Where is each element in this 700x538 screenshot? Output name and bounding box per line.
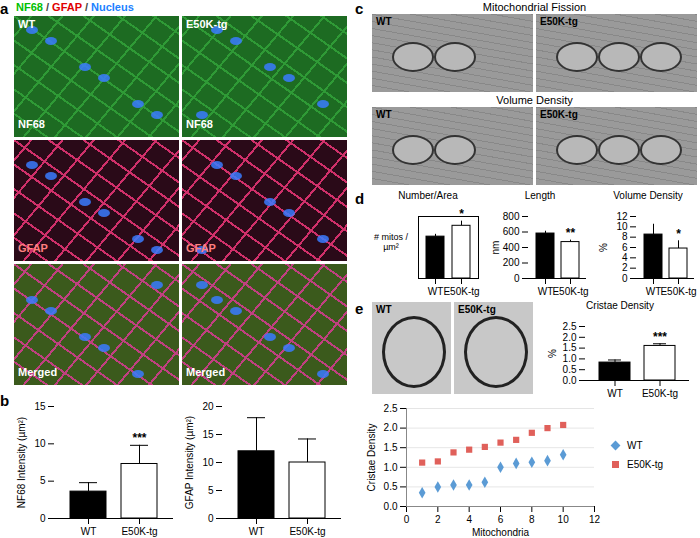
svg-text:1.0: 1.0 bbox=[384, 462, 398, 473]
svg-text:1.5: 1.5 bbox=[563, 342, 577, 353]
html-text:Merged: Merged bbox=[186, 366, 226, 378]
html-text:Length: Length bbox=[524, 190, 556, 201]
svg-text:10: 10 bbox=[558, 514, 570, 525]
svg-text:nm: nm bbox=[490, 241, 501, 255]
svg-text:15: 15 bbox=[34, 401, 46, 412]
svg-text:1.0: 1.0 bbox=[563, 353, 577, 364]
svg-text:200: 200 bbox=[503, 257, 520, 268]
svg-text:12: 12 bbox=[616, 211, 628, 222]
svg-text:0: 0 bbox=[208, 513, 214, 524]
html-text:a: a bbox=[0, 0, 9, 17]
svg-text:0: 0 bbox=[622, 273, 628, 284]
svg-text:6: 6 bbox=[622, 242, 628, 253]
svg-text:0: 0 bbox=[40, 513, 46, 524]
svg-text:4: 4 bbox=[622, 252, 628, 263]
svg-text:*: * bbox=[459, 207, 464, 221]
html-text:d: d bbox=[355, 190, 365, 207]
svg-text:0.0: 0.0 bbox=[384, 501, 398, 512]
svg-text:***: *** bbox=[653, 330, 667, 344]
svg-text:E50K-tg: E50K-tg bbox=[289, 526, 325, 537]
html-text:GFAP: GFAP bbox=[186, 242, 216, 254]
html-text:WT: WT bbox=[627, 440, 643, 451]
html-text:Mitochondrial Fission: Mitochondrial Fission bbox=[482, 1, 587, 13]
html-text:GFAP: GFAP bbox=[18, 242, 48, 254]
svg-text:15: 15 bbox=[202, 429, 214, 440]
svg-text:NF68 Intensity (µm²): NF68 Intensity (µm²) bbox=[16, 417, 27, 508]
html-text:E50K-tg: E50K-tg bbox=[540, 109, 578, 120]
svg-text:2.0: 2.0 bbox=[563, 332, 577, 343]
svg-text:***: *** bbox=[132, 431, 146, 445]
html-text:E50K-tg: E50K-tg bbox=[458, 304, 496, 315]
html-text:E50K-tg: E50K-tg bbox=[186, 18, 228, 30]
svg-text:WT: WT bbox=[646, 286, 662, 297]
svg-text:8: 8 bbox=[622, 231, 628, 242]
svg-text:WT: WT bbox=[249, 526, 265, 537]
svg-text:10: 10 bbox=[34, 438, 46, 449]
html-text:Volume Density: Volume Density bbox=[613, 190, 683, 201]
html-text:WT: WT bbox=[376, 304, 392, 315]
svg-text:2.5: 2.5 bbox=[384, 403, 398, 414]
svg-text:WT: WT bbox=[81, 526, 97, 537]
html-text:E50K-tg: E50K-tg bbox=[540, 16, 578, 27]
svg-text:%: % bbox=[547, 349, 558, 358]
html-text:E50K-tg: E50K-tg bbox=[627, 459, 664, 470]
html-text:Volume Density: Volume Density bbox=[496, 94, 573, 106]
svg-text:2: 2 bbox=[622, 262, 628, 273]
html-text:b: b bbox=[0, 392, 10, 409]
html-text:c: c bbox=[355, 0, 364, 17]
svg-text:4: 4 bbox=[466, 514, 472, 525]
svg-text:0.5: 0.5 bbox=[563, 364, 577, 375]
html-text:NF68: NF68 bbox=[18, 118, 45, 130]
svg-text:Cristae Density: Cristae Density bbox=[366, 424, 377, 492]
svg-text:E50K-tg: E50K-tg bbox=[443, 286, 479, 297]
svg-text:6: 6 bbox=[498, 514, 504, 525]
svg-text:5: 5 bbox=[40, 475, 46, 486]
html-text:# mitos / µm²: # mitos / µm² bbox=[374, 232, 408, 252]
svg-text:0: 0 bbox=[404, 514, 410, 525]
svg-text:8: 8 bbox=[529, 514, 535, 525]
svg-text:0.5: 0.5 bbox=[384, 481, 398, 492]
svg-text:20: 20 bbox=[202, 401, 214, 412]
svg-text:800: 800 bbox=[503, 211, 520, 222]
svg-text:400: 400 bbox=[503, 242, 520, 253]
svg-text:E50K-tg: E50K-tg bbox=[660, 286, 696, 297]
html-text:WT: WT bbox=[376, 109, 392, 120]
svg-text:5: 5 bbox=[208, 485, 214, 496]
svg-text:2.5: 2.5 bbox=[563, 321, 577, 332]
html-text:Merged: Merged bbox=[18, 366, 58, 378]
svg-text:*: * bbox=[676, 227, 681, 241]
svg-text:1.5: 1.5 bbox=[384, 442, 398, 453]
svg-text:2: 2 bbox=[435, 514, 441, 525]
svg-text:E50K-tg: E50K-tg bbox=[552, 286, 588, 297]
html-text:e: e bbox=[355, 300, 364, 317]
html-text:Number/Area: Number/Area bbox=[398, 190, 458, 201]
html-text:WT: WT bbox=[18, 18, 36, 30]
svg-text:GFAP Intensity (µm²): GFAP Intensity (µm²) bbox=[184, 416, 195, 509]
svg-text:12: 12 bbox=[589, 514, 601, 525]
svg-text:E50K-tg: E50K-tg bbox=[121, 526, 157, 537]
svg-text:0: 0 bbox=[514, 273, 520, 284]
svg-text:WT: WT bbox=[538, 286, 554, 297]
svg-text:E50K-tg: E50K-tg bbox=[642, 388, 678, 399]
svg-text:600: 600 bbox=[503, 226, 520, 237]
svg-text:10: 10 bbox=[202, 457, 214, 468]
svg-text:0.0: 0.0 bbox=[563, 375, 577, 386]
svg-text:WT: WT bbox=[607, 388, 623, 399]
html-text:NF68: NF68 bbox=[186, 118, 213, 130]
html-text:WT: WT bbox=[376, 16, 392, 27]
html-text:NF68 / GFAP / Nucleus: NF68 / GFAP / Nucleus bbox=[16, 1, 134, 13]
svg-text:10: 10 bbox=[616, 221, 628, 232]
svg-text:**: ** bbox=[566, 226, 576, 240]
svg-text:Mitochondria: Mitochondria bbox=[472, 527, 530, 538]
svg-text:2.0: 2.0 bbox=[384, 422, 398, 433]
html-text:Cristae Density: Cristae Density bbox=[586, 300, 654, 311]
svg-text:WT: WT bbox=[428, 286, 444, 297]
svg-text:%: % bbox=[598, 243, 609, 252]
